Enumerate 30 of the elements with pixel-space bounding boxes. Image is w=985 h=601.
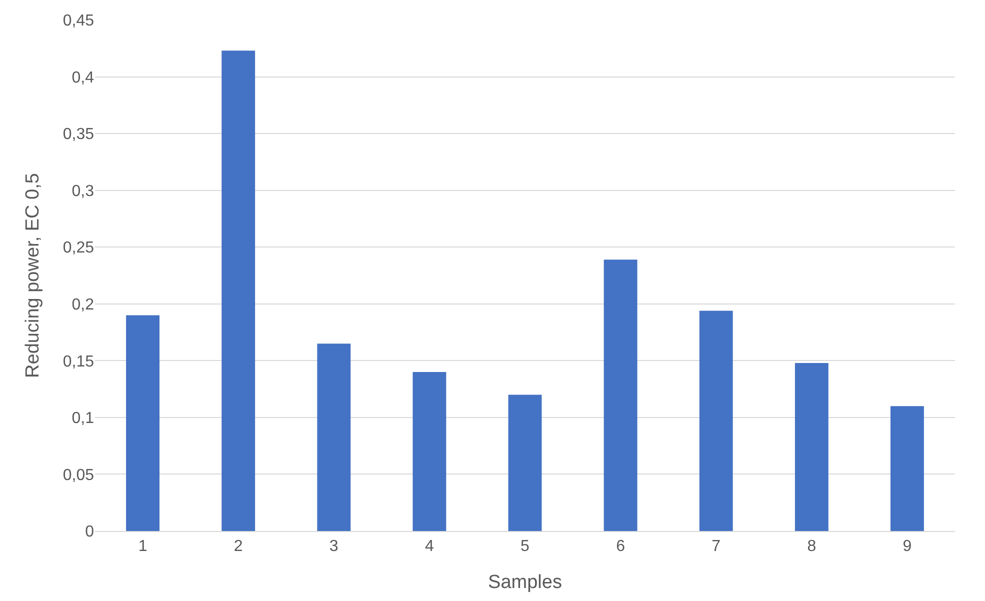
x-tick-label: 3 [329, 538, 338, 556]
y-tick-label: 0,2 [72, 296, 94, 314]
bar [604, 260, 638, 531]
x-tick-label: 4 [424, 538, 434, 556]
x-tick-label: 2 [234, 538, 243, 556]
bar [222, 50, 256, 531]
bar [317, 344, 351, 531]
bar [699, 310, 733, 531]
bar [126, 315, 160, 531]
y-tick-label: 0,4 [72, 69, 94, 86]
y-axis-title: Reducing power, EC 0,5 [22, 173, 44, 378]
y-tick-label: 0,05 [62, 466, 94, 484]
x-tick-label: 7 [712, 538, 721, 556]
bar [794, 362, 828, 531]
x-tick-label: 1 [138, 538, 148, 556]
bar [412, 372, 446, 531]
y-tick-label: 0,3 [72, 182, 94, 200]
bar [890, 406, 924, 531]
y-tick-label: 0,45 [62, 12, 94, 30]
y-tick-label: 0,1 [72, 410, 94, 428]
y-tick-label: 0,25 [62, 240, 94, 257]
x-tick-label: 5 [520, 538, 530, 556]
bar [508, 394, 542, 531]
x-tick-label: 6 [616, 538, 626, 556]
y-tick-label: 0 [85, 524, 94, 541]
x-tick-label: 8 [807, 538, 816, 556]
y-tick-label: 0,15 [62, 353, 94, 370]
x-axis-title: Samples [488, 572, 562, 593]
y-tick-label: 0,35 [62, 126, 94, 144]
x-tick-label: 9 [902, 538, 912, 556]
